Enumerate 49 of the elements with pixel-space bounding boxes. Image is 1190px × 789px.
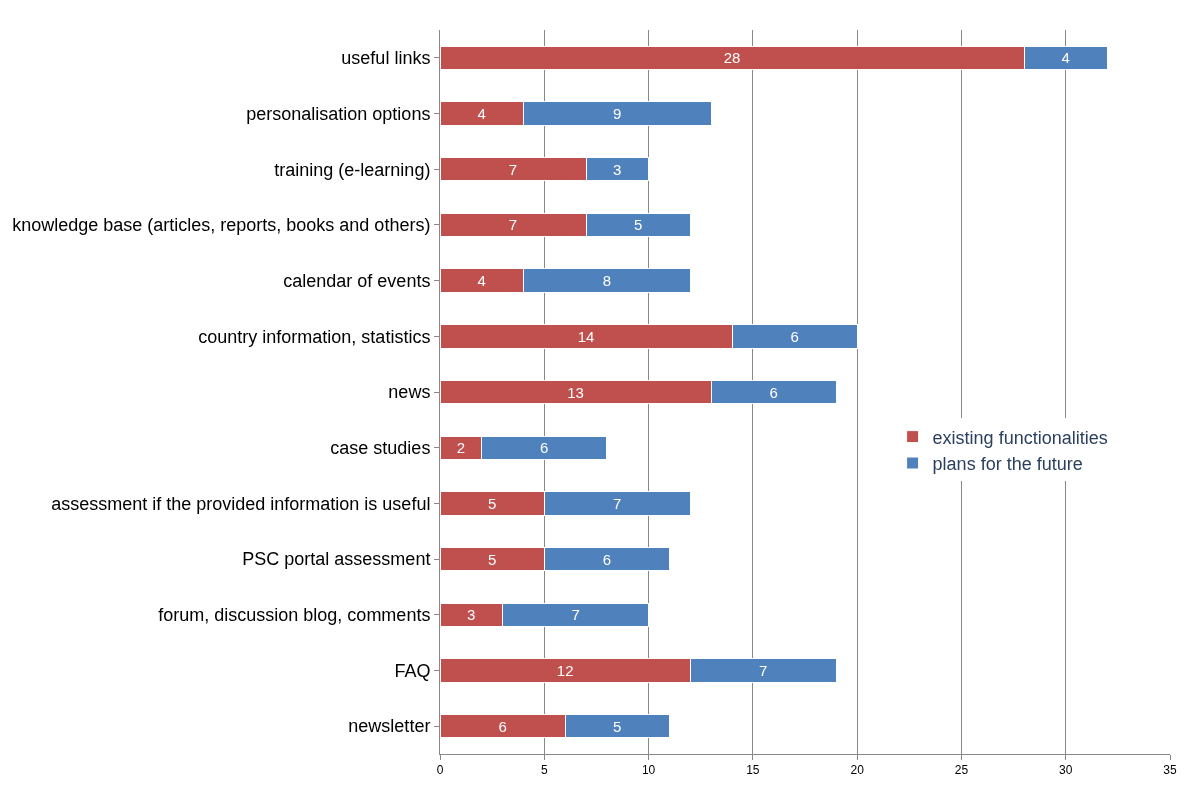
data-label: 5 bbox=[487, 550, 497, 568]
data-label: 6 bbox=[602, 550, 612, 568]
x-tick-label: 0 bbox=[436, 763, 444, 778]
data-label: 4 bbox=[1061, 49, 1070, 67]
data-label: 9 bbox=[613, 105, 622, 123]
y-tick-label: personalisation options bbox=[246, 103, 431, 124]
data-label: 8 bbox=[602, 272, 612, 290]
data-label: 7 bbox=[571, 606, 580, 624]
data-label: 7 bbox=[759, 661, 768, 679]
data-label: 6 bbox=[790, 327, 799, 345]
y-tick-label: training (e-learning) bbox=[274, 159, 431, 180]
data-label: 5 bbox=[613, 717, 622, 735]
y-tick-label: assessment if the provided information is useful bbox=[51, 493, 431, 514]
x-tick-label: 35 bbox=[1163, 763, 1177, 778]
data-label: 6 bbox=[498, 717, 507, 735]
y-tick-label: FAQ bbox=[394, 660, 431, 681]
y-tick-label: calendar of events bbox=[283, 270, 431, 291]
y-tick-label: country information, statistics bbox=[198, 326, 431, 347]
y-tick-label: news bbox=[388, 382, 431, 403]
data-label: 6 bbox=[769, 383, 778, 401]
y-tick-label: forum, discussion blog, comments bbox=[158, 605, 431, 626]
x-tick-label: 5 bbox=[540, 763, 548, 778]
x-tick-label: 25 bbox=[954, 763, 969, 778]
data-label: 13 bbox=[567, 383, 584, 401]
x-tick-label: 10 bbox=[641, 763, 656, 778]
data-label: 3 bbox=[613, 160, 622, 178]
data-label: 7 bbox=[508, 160, 518, 178]
y-tick-label: knowledge base (articles, reports, books and others) bbox=[12, 215, 431, 236]
data-label: 5 bbox=[487, 494, 497, 512]
data-label: 7 bbox=[508, 216, 518, 234]
x-tick-label: 15 bbox=[746, 763, 760, 778]
y-tick-label: PSC portal assessment bbox=[242, 549, 431, 570]
data-label: 4 bbox=[477, 272, 486, 290]
data-label: 14 bbox=[577, 327, 595, 345]
data-label: 2 bbox=[456, 439, 466, 457]
data-label: 3 bbox=[467, 606, 476, 624]
y-tick-label: useful links bbox=[341, 48, 431, 69]
legend-label: existing functionalities bbox=[932, 427, 1108, 448]
x-tick-label: 20 bbox=[850, 763, 865, 778]
data-label: 6 bbox=[540, 439, 549, 457]
data-label: 5 bbox=[633, 216, 643, 234]
data-label: 28 bbox=[723, 49, 741, 67]
x-tick-label: 30 bbox=[1059, 763, 1073, 778]
data-label: 4 bbox=[477, 105, 486, 123]
data-label: 12 bbox=[556, 661, 574, 679]
legend-label: plans for the future bbox=[932, 454, 1083, 475]
y-tick-label: case studies bbox=[330, 437, 431, 458]
y-tick-label: newsletter bbox=[348, 716, 431, 737]
data-label: 7 bbox=[613, 494, 622, 512]
